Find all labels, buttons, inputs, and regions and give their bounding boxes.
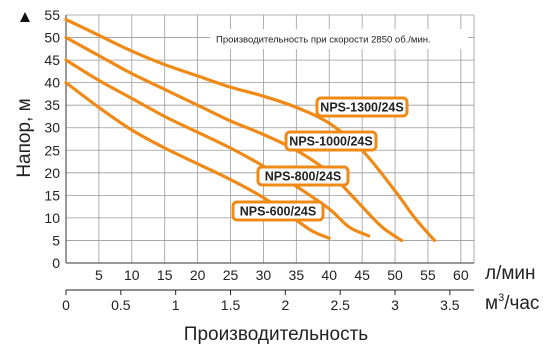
- series-line-nps-600-24s: [64, 81, 331, 240]
- series-line-nps-1300-24s: [64, 17, 437, 243]
- series-label-box-nps-1000-24s: [284, 130, 378, 152]
- x-unit-primary: л/мин: [485, 263, 536, 284]
- x2-tick-1: 1: [172, 297, 180, 313]
- y-tick-35: 35: [44, 97, 60, 113]
- y-axis-arrow-icon: [20, 12, 30, 22]
- x-tick-5: 5: [95, 267, 103, 283]
- series-line-nps-1000-24s: [64, 35, 404, 243]
- x-axis-label: Производительность: [184, 324, 369, 345]
- x2-tick-1.5: 1.5: [221, 297, 241, 313]
- series-line-nps-800-24s: [64, 58, 371, 238]
- x-tick-15: 15: [157, 267, 173, 283]
- x-tick-30: 30: [256, 267, 272, 283]
- x-tick-50: 50: [387, 267, 403, 283]
- y-tick-50: 50: [44, 30, 60, 46]
- series-label-box-nps-1300-24s: [315, 96, 409, 118]
- y-tick-45: 45: [44, 52, 60, 68]
- x2-tick-0: 0: [62, 297, 70, 313]
- secondary-x-axis: 0 0.5 1 1.5 2 2.5 3 3.5: [62, 289, 474, 313]
- y-tick-0: 0: [52, 255, 60, 271]
- y-tick-40: 40: [44, 75, 60, 91]
- y-axis-ticks: 0 5 10 15 20 25 30 35 40 45 50 55: [44, 7, 60, 271]
- x2-tick-2.5: 2.5: [330, 297, 350, 313]
- y-tick-25: 25: [44, 142, 60, 158]
- x2-tick-3: 3: [391, 297, 399, 313]
- x-unit-secondary: м3/час: [485, 292, 539, 314]
- annotation-box: [210, 29, 468, 49]
- series-label-nps-600-24s: NPS-600/24S: [240, 205, 316, 219]
- y-axis-label: Напор, м: [14, 98, 35, 177]
- series-label-nps-800-24s: NPS-800/24S: [265, 170, 341, 184]
- x2-tick-3.5: 3.5: [440, 297, 460, 313]
- x2-tick-0.5: 0.5: [111, 297, 131, 313]
- y-tick-15: 15: [44, 187, 60, 203]
- x-tick-10: 10: [124, 267, 140, 283]
- series-curves: [64, 17, 437, 243]
- annotation: Производительность при скорости 2850 об.…: [216, 35, 431, 46]
- series-label-box-nps-800-24s: [256, 165, 350, 187]
- series-labels: NPS-1300/24S NPS-1000/24S NPS-800/24S NPS-6…: [231, 96, 409, 222]
- x-tick-60: 60: [453, 267, 469, 283]
- x-tick-40: 40: [321, 267, 337, 283]
- x-tick-20: 20: [190, 267, 206, 283]
- x-tick-35: 35: [289, 267, 305, 283]
- series-label-nps-1000-24s: NPS-1000/24S: [289, 135, 372, 149]
- series-label-nps-1300-24s: NPS-1300/24S: [320, 101, 403, 115]
- y-tick-30: 30: [44, 120, 60, 136]
- x-tick-55: 55: [420, 267, 436, 283]
- x-tick-25: 25: [223, 267, 239, 283]
- y-tick-55: 55: [44, 7, 60, 23]
- x2-tick-2: 2: [281, 297, 289, 313]
- x-tick-45: 45: [354, 267, 370, 283]
- series-label-box-nps-600-24s: [231, 200, 325, 222]
- x-axis-ticks: 5 10 15 20 25 30 35 40 45 50 55 60: [95, 267, 469, 283]
- y-tick-10: 10: [44, 210, 60, 226]
- y-tick-20: 20: [44, 165, 60, 181]
- y-tick-5: 5: [52, 232, 60, 248]
